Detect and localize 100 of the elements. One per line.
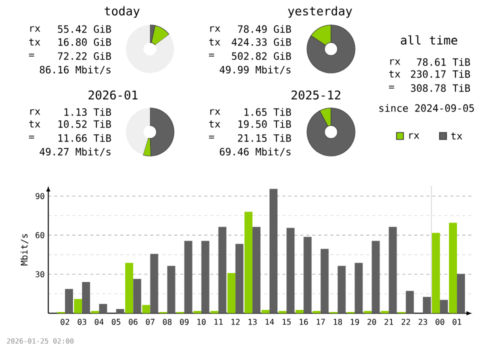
bar — [304, 236, 312, 314]
text: 78.61 TiB — [416, 58, 470, 66]
text: 19.50 TiB — [238, 120, 291, 128]
x-tick-label: 08 — [162, 318, 172, 325]
x-tick-label: 07 — [146, 318, 154, 325]
y-axis-title: Mbit/s — [20, 234, 28, 266]
text: 72.22 GiB — [58, 52, 111, 60]
text: 1.65 TiB — [244, 108, 291, 116]
y-tick-label: 30 — [36, 271, 44, 278]
bar — [422, 296, 431, 314]
text: 10.52 TiB — [58, 120, 111, 128]
x-tick-label: 22 — [402, 318, 410, 325]
text: 69.46 Mbit/s — [220, 148, 290, 156]
bar — [227, 272, 236, 314]
y-tick-label: 90 — [36, 193, 44, 200]
text: = — [388, 86, 394, 89]
bar — [244, 212, 252, 314]
text: 16.80 GiB — [58, 38, 111, 46]
text: rx — [30, 26, 40, 32]
text: 49.27 Mbit/s — [40, 148, 110, 156]
bar — [456, 274, 465, 314]
x-tick-label: 19 — [350, 318, 359, 325]
text: rx — [210, 26, 220, 32]
bar — [320, 248, 329, 314]
x-tick-label: 17 — [316, 318, 325, 325]
bar — [338, 266, 346, 314]
x-tick-label: 20 — [368, 318, 376, 325]
x-tick-label: 00 — [436, 318, 444, 325]
text: since 2024-09-05 — [379, 104, 474, 112]
bar — [252, 226, 260, 314]
bar — [65, 288, 74, 314]
bar — [142, 304, 150, 314]
x-tick-label: 10 — [197, 318, 206, 325]
bar — [364, 310, 372, 314]
bar — [91, 310, 100, 314]
bar — [184, 240, 192, 314]
bar — [448, 222, 457, 314]
text: rx — [30, 109, 40, 115]
text: 1.13 TiB — [64, 108, 111, 116]
x-tick-label: 23 — [418, 318, 428, 325]
text: all time — [400, 35, 458, 45]
text: rx — [210, 109, 220, 115]
x-tick-label: 01 — [452, 318, 462, 325]
x-tick-label: 13 — [248, 318, 257, 325]
bar — [406, 290, 414, 314]
bar — [286, 228, 295, 314]
bar — [440, 300, 448, 314]
text: tx — [209, 120, 220, 128]
text: 11.66 TiB — [58, 134, 111, 142]
text: = — [28, 54, 34, 57]
bar — [388, 226, 397, 314]
bar — [133, 278, 142, 314]
bar — [74, 298, 82, 314]
x-tick-label: 11 — [214, 318, 223, 325]
bar — [235, 244, 244, 314]
x-tick-label: 02 — [60, 318, 70, 325]
y-tick-label: 60 — [36, 232, 44, 238]
text: = — [208, 54, 214, 57]
bar — [372, 240, 380, 314]
x-tick-label: 09 — [180, 318, 189, 325]
bar — [432, 232, 440, 314]
text: 49.99 Mbit/s — [220, 66, 290, 74]
x-tick-label: 14 — [266, 318, 274, 325]
x-tick-label: 21 — [384, 318, 394, 325]
text: tx — [389, 70, 400, 78]
text: = — [208, 136, 214, 139]
text: 424.33 GiB — [232, 38, 291, 46]
text: 502.82 GiB — [232, 52, 291, 60]
bar — [167, 266, 176, 314]
x-tick-label: 04 — [94, 318, 104, 325]
x-tick-label: 03 — [78, 318, 86, 325]
legend-label: rx — [409, 133, 420, 139]
x-tick-label: 12 — [232, 318, 240, 325]
text: 230.17 TiB — [411, 70, 470, 78]
text: 21.15 TiB — [238, 134, 291, 142]
text: rx — [390, 59, 400, 65]
bar — [193, 310, 202, 314]
bar — [218, 226, 226, 314]
chart-title: yesterday — [288, 6, 352, 18]
text: tx — [29, 38, 40, 46]
bar — [278, 310, 287, 314]
text: 86.16 Mbit/s — [40, 66, 110, 74]
chart-title: today — [104, 6, 140, 18]
bar — [116, 309, 124, 314]
bar — [354, 262, 363, 314]
text: tx — [209, 38, 220, 46]
x-tick-label: 15 — [282, 318, 291, 325]
bar — [99, 304, 108, 314]
bar — [82, 282, 90, 314]
chart-title: 2025-12 — [292, 90, 340, 100]
text: = — [28, 136, 34, 139]
bar — [270, 188, 278, 314]
legend-label: tx — [451, 132, 462, 140]
chart-title: 2026-01 — [88, 90, 138, 100]
x-tick-label: 05 — [112, 318, 120, 325]
bar — [125, 262, 134, 314]
bar — [380, 310, 389, 314]
x-tick-label: 18 — [334, 318, 342, 325]
text: 55.42 GiB — [58, 25, 111, 33]
bar — [210, 310, 218, 314]
